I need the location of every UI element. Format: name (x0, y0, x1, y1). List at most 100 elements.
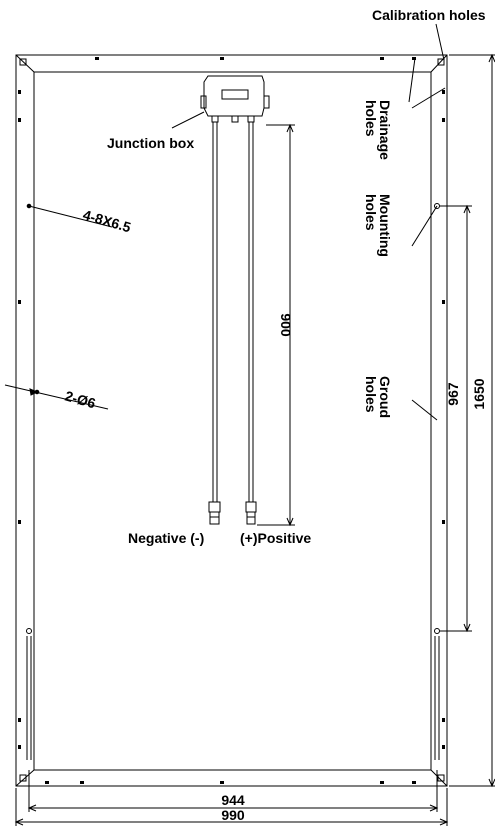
mounting-hole (26, 628, 32, 634)
calibration-hole (437, 774, 445, 782)
junction-box (200, 75, 270, 123)
leader-drainage (408, 57, 416, 103)
side-slot-left (26, 636, 32, 760)
leader-arrow (29, 388, 39, 396)
drainage-hole (80, 781, 84, 784)
hole-spec-2-label: 2-Ø6 (63, 388, 98, 412)
drainage-hole (442, 718, 445, 722)
mounting-hole (434, 628, 440, 634)
calibration-holes-label: Calibration holes (372, 7, 486, 23)
calibration-holes (19, 58, 445, 782)
junction-box-label: Junction box (107, 135, 194, 151)
cable-length-dimension: 900 (278, 313, 294, 337)
drainage-hole (442, 520, 445, 524)
leader-calibration (435, 23, 445, 61)
leader-ground (411, 399, 438, 421)
cable-gland-negative (211, 115, 219, 123)
dimension-arrow (286, 517, 294, 527)
dimension-mounting-spacing (440, 204, 472, 633)
cable-gland-positive (247, 115, 255, 123)
frame-corner-tl (15, 54, 35, 73)
drainage-hole (442, 745, 445, 749)
mounting-spacing-dimension: 967 (445, 382, 461, 406)
junction-box-label-plate (221, 89, 249, 100)
dimension-widths (14, 770, 449, 826)
ground-holes-label: Groud holes (363, 376, 393, 418)
drainage-hole (220, 57, 224, 60)
drainage-hole (380, 57, 384, 60)
cables (212, 122, 254, 502)
frame-inner-width-dimension: 944 (221, 792, 245, 808)
frame-corner-tr (430, 54, 448, 73)
leader-junction-box (171, 111, 205, 129)
leader-hole-spec-1 (28, 205, 113, 228)
drainage-hole (18, 300, 21, 304)
cable-gland-center (231, 115, 239, 123)
negative-connector-body (208, 501, 221, 513)
negative-cable (212, 122, 218, 502)
negative-connector-plug (209, 511, 220, 525)
frame-corner-br (430, 769, 448, 787)
drainage-hole (412, 57, 416, 60)
drainage-hole (95, 57, 99, 60)
positive-connector-body (245, 501, 257, 513)
connectors (208, 501, 257, 525)
dimension-arrow (488, 778, 495, 788)
positive-cable (248, 122, 254, 502)
drainage-holes-label: Drainage holes (363, 100, 393, 160)
leader-drainage (411, 87, 446, 109)
junction-box-clip (263, 95, 270, 109)
dimension-arrow (27, 804, 37, 812)
mounting-holes-label: Mounting holes (363, 194, 393, 257)
module-frame (15, 54, 448, 787)
mounting-holes-label-line1: Mounting (377, 194, 393, 257)
leader-lines (4, 23, 446, 421)
drainage-hole (18, 745, 21, 749)
calibration-hole (19, 774, 27, 782)
frame-corner-bl (15, 769, 35, 787)
side-slot-right (434, 636, 440, 760)
drainage-hole (442, 90, 445, 94)
drainage-holes (18, 57, 445, 784)
dimension-arrow (429, 804, 439, 812)
module-width-dimension: 990 (221, 807, 245, 823)
dimension-arrow (439, 818, 449, 826)
drainage-hole (412, 781, 416, 784)
drainage-hole (220, 781, 224, 784)
outer-frame-edge (15, 54, 448, 787)
calibration-hole (437, 58, 445, 66)
positive-connector-plug (246, 511, 256, 525)
mounting-holes (26, 203, 440, 634)
dimension-arrow (286, 123, 294, 133)
dimension-module-length (449, 53, 495, 788)
drainage-holes-label-line2: holes (363, 100, 379, 137)
negative-label: Negative (-) (128, 530, 204, 546)
drainage-hole (18, 520, 21, 524)
drainage-hole (18, 90, 21, 94)
junction-box-clip (200, 95, 207, 109)
ground-holes-label-line1: Groud (377, 376, 393, 418)
leader-hole-spec-2 (4, 384, 109, 410)
module-length-dimension: 1650 (471, 378, 487, 409)
inner-frame-edge (33, 71, 432, 771)
dimension-arrow (463, 623, 471, 633)
drainage-hole (18, 118, 21, 122)
dimension-arrow (463, 204, 471, 214)
drainage-hole (18, 718, 21, 722)
dimension-arrow (488, 53, 495, 63)
hole-spec-1-label: 4-8X6.5 (81, 207, 133, 236)
drainage-hole (442, 118, 445, 122)
drainage-hole (442, 300, 445, 304)
ground-holes-label-line2: holes (363, 376, 379, 413)
drainage-hole (380, 781, 384, 784)
drainage-hole (45, 781, 49, 784)
mounting-holes-label-line2: holes (363, 194, 379, 231)
dimension-arrow (14, 818, 24, 826)
side-slots (26, 636, 440, 760)
positive-label: (+)Positive (240, 530, 311, 546)
calibration-hole (19, 58, 27, 66)
junction-box-body (203, 75, 265, 117)
leader-mounting (411, 205, 438, 247)
drainage-holes-label-line1: Drainage (377, 100, 393, 160)
